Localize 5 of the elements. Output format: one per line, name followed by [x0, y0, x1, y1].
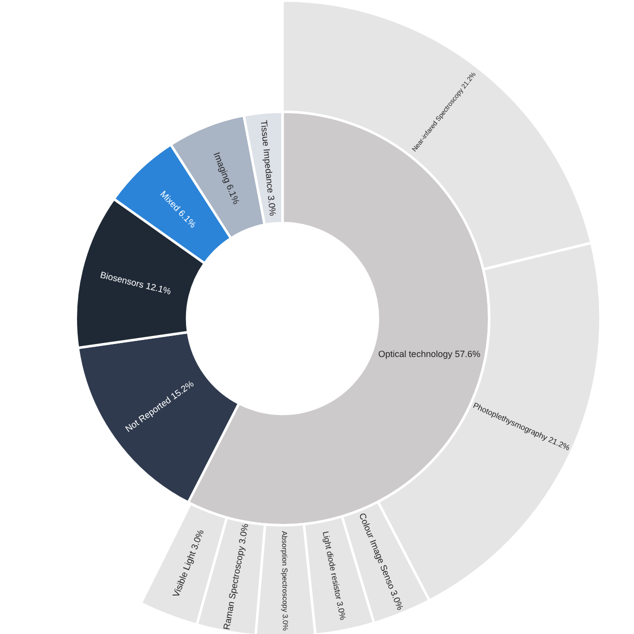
slice-label: Tissue Impedance 3.0% — [258, 120, 278, 216]
category-label: Light diode resistor 3.0% — [320, 530, 348, 621]
slice-label: Optical technology 57.6% — [378, 348, 480, 359]
category-label: Visible Light 3.0% — [170, 528, 206, 598]
category-label: Colour Image Senso 3.0% — [357, 512, 406, 612]
